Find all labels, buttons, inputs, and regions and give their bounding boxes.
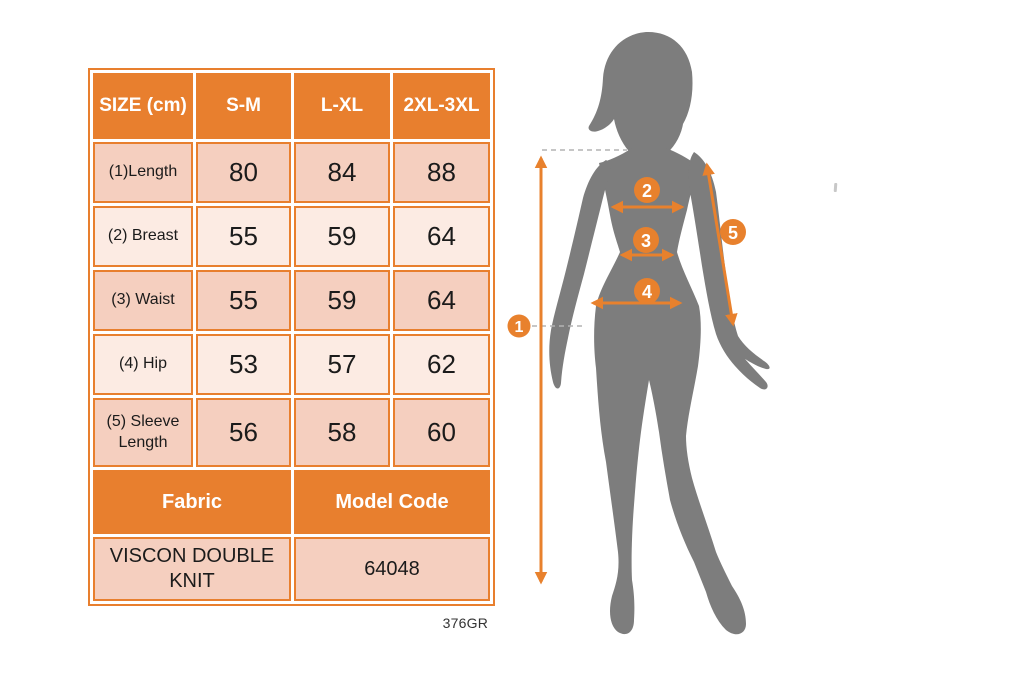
length-l-xl: 84 [294,142,390,203]
size-cm-header: SIZE (cm) [93,73,193,139]
table-row-waist: (3) Waist 55 59 64 [93,270,490,331]
marker-number-4: 4 [642,282,652,302]
breast-s-m: 55 [196,206,291,267]
col-header-l-xl: L-XL [294,73,390,139]
length-s-m: 80 [196,142,291,203]
marker-circle-1 [507,314,531,338]
table-row-breast: (2) Breast 55 59 64 [93,206,490,267]
hip-s-m: 53 [196,334,291,395]
waist-s-m: 55 [196,270,291,331]
marker-circle-2 [634,177,660,203]
sleeve-s-m: 56 [196,398,291,467]
marker-circle-3 [633,227,659,253]
table-row-sleeve-length: (5) Sleeve Length 56 58 60 [93,398,490,467]
marker-number-5: 5 [728,223,738,243]
row-label-breast: (2) Breast [93,206,193,267]
model-code-header: Model Code [294,470,490,534]
hip-2xl-3xl: 62 [393,334,490,395]
fabric-value: VISCON DOUBLE KNIT [93,537,291,601]
row-label-length: (1)Length [93,142,193,203]
col-header-s-m: S-M [196,73,291,139]
breast-l-xl: 59 [294,206,390,267]
size-table: SIZE (cm) S-M L-XL 2XL-3XL (1)Length 80 … [88,68,495,606]
table-footer-header-row: Fabric Model Code [93,470,490,534]
breast-2xl-3xl: 64 [393,206,490,267]
sleeve-l-xl: 58 [294,398,390,467]
row-label-hip: (4) Hip [93,334,193,395]
row-label-waist: (3) Waist [93,270,193,331]
sleeve-arrow [702,162,738,327]
model-code-value: 64048 [294,537,490,601]
marker-number-1: 1 [515,319,524,336]
marker-circle-4 [634,278,660,304]
weight-note: 376GR [442,615,488,631]
fabric-header: Fabric [93,470,291,534]
female-silhouette-diagram: 1 2 3 4 5 [507,31,770,635]
length-2xl-3xl: 88 [393,142,490,203]
table-footer-value-row: VISCON DOUBLE KNIT 64048 [93,537,490,601]
row-label-sleeve-length: (5) Sleeve Length [93,398,193,467]
stray-artifact-mark [833,182,838,193]
female-body-silhouette-icon [549,31,770,635]
measurement-diagram: 1 2 3 4 5 [498,18,810,666]
marker-number-3: 3 [641,231,651,251]
table-row-length: (1)Length 80 84 88 [93,142,490,203]
table-header-row: SIZE (cm) S-M L-XL 2XL-3XL [93,73,490,139]
hip-l-xl: 57 [294,334,390,395]
marker-number-2: 2 [642,181,652,201]
waist-l-xl: 59 [294,270,390,331]
table-row-hip: (4) Hip 53 57 62 [93,334,490,395]
marker-circle-5 [720,219,746,245]
col-header-2xl-3xl: 2XL-3XL [393,73,490,139]
waist-2xl-3xl: 64 [393,270,490,331]
sleeve-2xl-3xl: 60 [393,398,490,467]
